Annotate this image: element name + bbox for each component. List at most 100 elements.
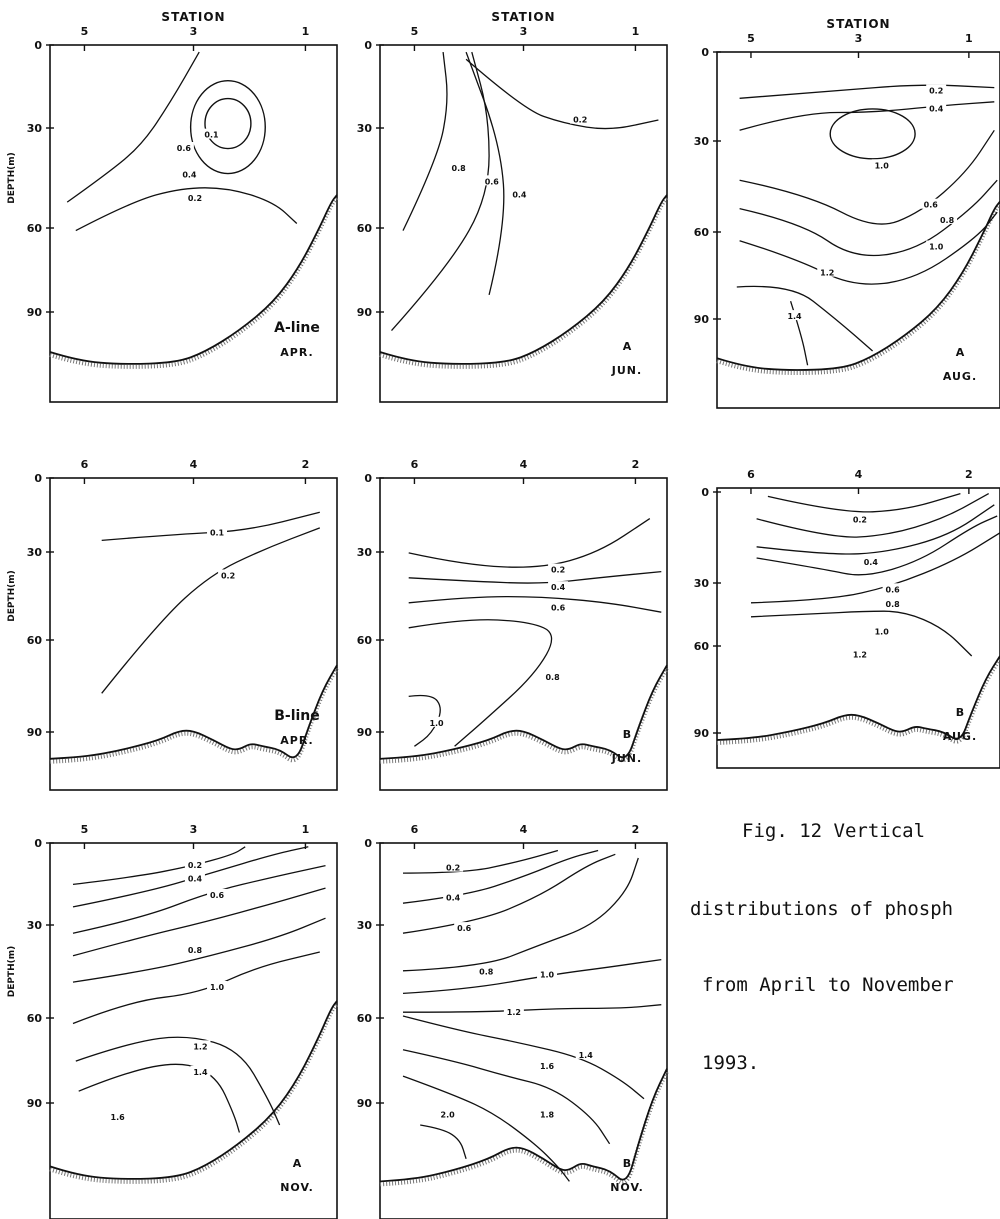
contour-label: 0.8 [452,164,467,173]
contour-label: 0.2 [929,87,943,96]
contour-label: 1.0 [429,719,444,728]
contour-label-background [570,113,591,124]
contour-label: 1.2 [853,651,867,660]
contour-label-background [503,1005,524,1016]
panel-a-nov: 5 3 1 0 30 60 90 DEPTH(m) 0.2 0.4 0.6 0.8 1.0 1.2 1.4 1… [7,823,339,1219]
contour-label-background [207,526,228,537]
contour-label-background [454,922,475,933]
panel-b-jun: 6 4 2 0 30 60 90 0.2 0.4 0.6 0.8 1.0 B JUN. [357,458,669,791]
contour-line [739,84,995,99]
station-tick-label: 2 [632,458,640,471]
panel-a-aug: 5 3 1 STATION 0 30 60 90 0.2 0.4 1.0 0.60.8 1.0 1.2 1.… [694,17,1000,409]
station-tick-label: 6 [411,458,419,471]
contour-label: 1.2 [820,269,834,278]
contour-label-background [548,581,569,592]
contour-line [739,211,998,285]
contour-line [402,849,559,874]
contour-label: 1.6 [111,1113,126,1122]
depth-tick-label: 60 [27,1012,43,1025]
depth-tick-label: 30 [694,135,710,148]
contour-label-background [207,981,228,991]
contour-line [72,846,246,886]
contour-label-background [190,1065,211,1076]
station-axis-title: STATION [826,17,890,31]
contour-line [739,101,995,131]
contour-label-background [548,601,569,612]
depth-tick-label: 90 [357,726,373,739]
depth-tick-label: 90 [357,1097,373,1110]
contour-label: 1.8 [540,1110,555,1119]
contour-label: 0.6 [210,891,225,900]
contour-line [756,515,998,576]
contour-label-background [548,563,569,574]
depth-tick-label: 30 [27,122,43,135]
bottom-topography [49,194,338,365]
contour-label-background [849,513,870,524]
bottom-topography [716,200,1000,371]
depth-tick-label: 0 [701,46,709,59]
station-tick-label: 3 [855,32,863,45]
panel-b-nov: 6 4 2 0 30 60 90 0.2 0.4 0.6 0.8 1.0 1.2 1.4 1.6 1.8 2.0… [357,823,669,1219]
contour-label: 0.4 [446,894,461,903]
panel-b-aug: 6 4 2 0 30 60 90 0.2 0.4 0.6 0.8 1.0 1.2 B AUG. [694,468,1000,769]
contour-label: 1.2 [507,1008,521,1017]
bottom-sediment [49,196,339,369]
bottom-topography [379,194,668,365]
contour-label: 0.2 [221,571,235,580]
station-tick-label: 3 [190,823,198,836]
contour-label: 0.2 [551,566,565,575]
contour-label-background [426,716,447,727]
contour-label-background [537,1060,558,1071]
contour-line [767,492,961,513]
contour-label-background [937,213,958,224]
depth-axis-label: DEPTH(m) [7,570,17,622]
contour-label-background [107,1111,128,1122]
caption-line-1: Fig. 12 Vertical [742,820,926,842]
depth-tick-label: 0 [34,472,42,485]
line-label: B-line [274,708,320,724]
contour-label: 0.6 [924,201,939,210]
contour-label: 0.2 [446,864,460,873]
contour-line [78,1063,241,1133]
contour-label-background [882,583,903,594]
panel-b-apr: 6 4 2 0 30 60 90 DEPTH(m) 0.1 0.2 B-line APR. [7,458,339,791]
contour-label-background [784,310,805,321]
station-tick-label: 4 [520,823,528,836]
station-tick-label: 4 [190,458,198,471]
contour-label: 0.6 [886,585,901,594]
depth-tick-label: 0 [364,837,372,850]
contour-line [739,179,998,257]
contour-label-background [871,159,892,170]
contour-line [829,108,916,160]
bottom-topography [379,1068,668,1183]
depth-tick-label: 90 [27,1097,43,1110]
depth-tick-label: 60 [357,1012,373,1025]
depth-tick-label: 90 [694,727,710,740]
station-tick-label: 2 [965,468,973,481]
contour-label-background [179,168,200,179]
bottom-topography [49,1000,338,1180]
month-label: APR. [280,346,313,359]
contour-label: 1.0 [540,971,555,980]
contour-line [736,285,874,352]
contour-label: 0.4 [929,104,944,113]
contour-label-background [437,1108,458,1119]
month-label: APR. [280,734,313,747]
station-tick-label: 1 [302,25,310,38]
panel-frame [379,477,668,791]
contour-label: 0.8 [188,946,203,955]
contour-line [739,129,995,225]
contour-line [408,694,441,747]
line-label: A [623,340,632,353]
contour-line [465,58,659,130]
contour-label: 0.4 [512,191,527,200]
contour-label-background [926,102,947,113]
depth-tick-label: 0 [364,472,372,485]
contour-label-background [542,670,563,681]
station-tick-label: 5 [81,823,89,836]
depth-axis-label: DEPTH(m) [7,946,17,998]
contour-label-background [443,861,464,872]
contour-line [189,79,266,175]
contour-label: 1.4 [193,1068,208,1077]
station-tick-label: 4 [855,468,863,481]
